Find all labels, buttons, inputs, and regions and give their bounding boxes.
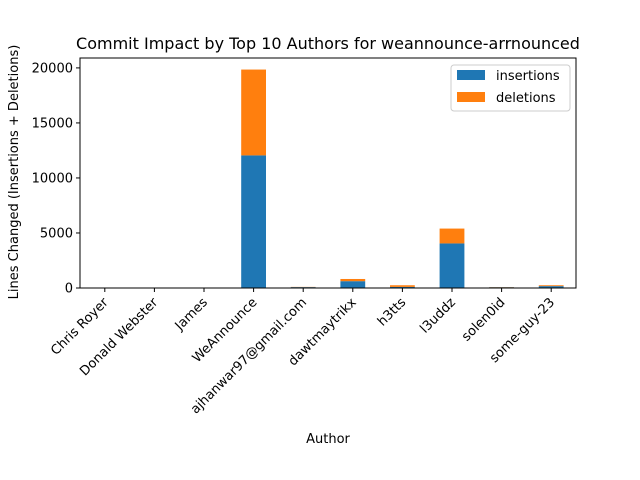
legend-label-insertions: insertions — [496, 69, 560, 84]
y-tick-label: 5000 — [40, 226, 73, 241]
bar-deletions-5 — [340, 278, 366, 282]
legend-items: insertions deletions — [457, 69, 560, 106]
y-tick-label: 0 — [65, 282, 73, 297]
y-axis: 0 5000 10000 15000 20000 — [32, 61, 80, 297]
bar-insertions-6 — [390, 286, 415, 288]
bar-insertions-7 — [439, 243, 465, 288]
bar-deletions-3 — [241, 69, 266, 156]
chart-title: Commit Impact by Top 10 Authors for wean… — [76, 34, 580, 53]
bar-deletions-6 — [390, 285, 415, 287]
y-tick-label: 10000 — [32, 171, 73, 186]
legend-swatch-deletions — [457, 92, 485, 102]
legend-swatch-insertions — [457, 70, 485, 80]
y-axis-label: Lines Changed (Insertions + Deletions) — [7, 45, 22, 300]
y-tick-label: 20000 — [32, 61, 73, 76]
y-tick-label: 15000 — [32, 116, 73, 131]
bar-insertions-9 — [538, 286, 564, 288]
bar-insertions-5 — [340, 281, 366, 288]
legend: insertions deletions — [450, 64, 571, 112]
bar-insertions-3 — [241, 155, 266, 288]
x-axis-label: Author — [306, 432, 350, 447]
bar-deletions-7 — [439, 228, 465, 244]
plot-area-frame — [79, 57, 577, 289]
bar-deletions-9 — [538, 285, 564, 287]
legend-label-deletions: deletions — [496, 91, 556, 106]
